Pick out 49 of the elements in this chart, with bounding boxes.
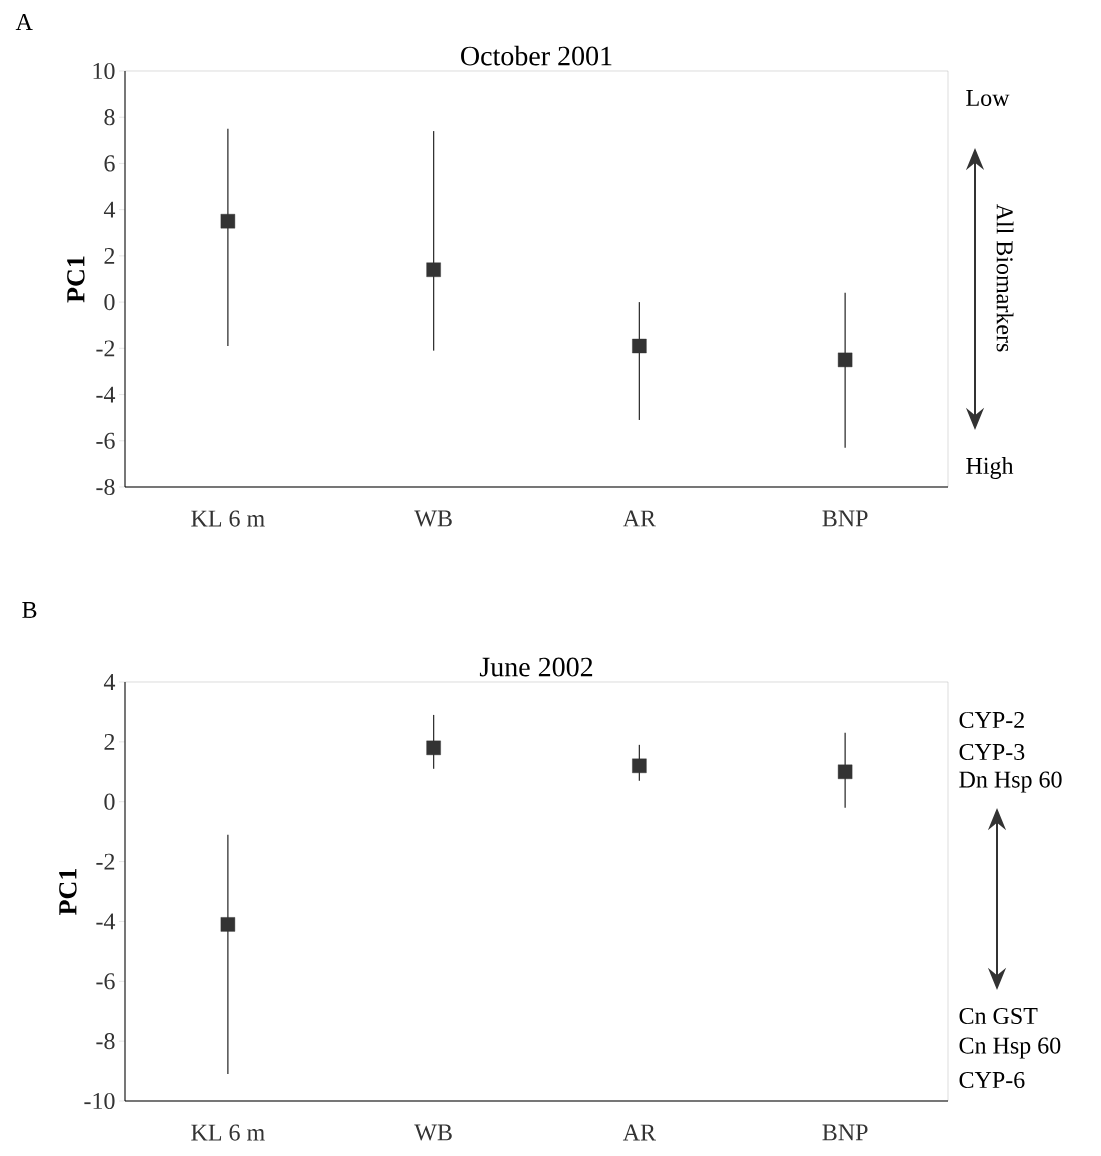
text: B bbox=[22, 602, 37, 618]
x-tick-label: AR bbox=[622, 1124, 656, 1141]
text: CYP-3 bbox=[959, 743, 1025, 761]
text: A bbox=[15, 14, 33, 30]
point bbox=[426, 262, 441, 277]
x-tick-label: BNP bbox=[822, 1124, 868, 1141]
y-tick-label: 2 bbox=[104, 247, 115, 264]
y-tick-label: -8 bbox=[96, 1033, 115, 1050]
x-tick-label: KL 6 m bbox=[191, 1124, 265, 1141]
y-axis-title: PC1 bbox=[67, 256, 85, 303]
text: Cn Hsp 60 bbox=[959, 1037, 1061, 1059]
y-axis-title: PC1 bbox=[59, 869, 77, 915]
point bbox=[220, 214, 236, 229]
y-tick-label: 0 bbox=[104, 793, 115, 810]
text: CYP-2 bbox=[959, 711, 1024, 729]
y-tick-label: 8 bbox=[104, 109, 115, 126]
y-tick-label: -8 bbox=[96, 478, 115, 496]
text: Dn Hsp 60 bbox=[959, 771, 1062, 793]
point bbox=[220, 917, 236, 932]
point bbox=[632, 758, 647, 773]
point bbox=[837, 764, 853, 779]
x-tick-label: AR bbox=[622, 510, 656, 527]
y-tick-label: 4 bbox=[103, 201, 116, 218]
x-tick-label: KL 6 m bbox=[191, 510, 265, 527]
y-tick-label: 6 bbox=[104, 155, 115, 172]
x-tick-label: WB bbox=[414, 1124, 452, 1141]
text: CYP-6 bbox=[959, 1071, 1025, 1089]
y-tick-label: -6 bbox=[96, 973, 115, 990]
y-tick-label: 4 bbox=[103, 674, 116, 690]
text: Low bbox=[966, 90, 1010, 106]
text: All Biomarkers bbox=[996, 203, 1014, 352]
y-tick-label: -10 bbox=[84, 1092, 115, 1110]
chart-title: October 2001 bbox=[461, 45, 612, 66]
text: High bbox=[966, 457, 1014, 479]
text: Cn GST bbox=[959, 1007, 1038, 1025]
x-tick-label: WB bbox=[414, 510, 452, 527]
y-tick-label: -6 bbox=[96, 432, 115, 449]
y-tick-label: -4 bbox=[96, 386, 116, 403]
y-tick-label: -2 bbox=[96, 340, 115, 357]
y-tick-label: 10 bbox=[93, 62, 115, 80]
y-tick-label: -4 bbox=[96, 913, 116, 930]
y-tick-label: 2 bbox=[104, 733, 115, 750]
point bbox=[426, 740, 441, 756]
x-tick-label: BNP bbox=[822, 510, 868, 527]
chart-title: June 2002 bbox=[479, 657, 593, 677]
y-tick-label: 0 bbox=[104, 294, 115, 311]
point bbox=[837, 352, 853, 368]
point bbox=[632, 338, 647, 354]
y-tick-label: -2 bbox=[96, 853, 115, 870]
